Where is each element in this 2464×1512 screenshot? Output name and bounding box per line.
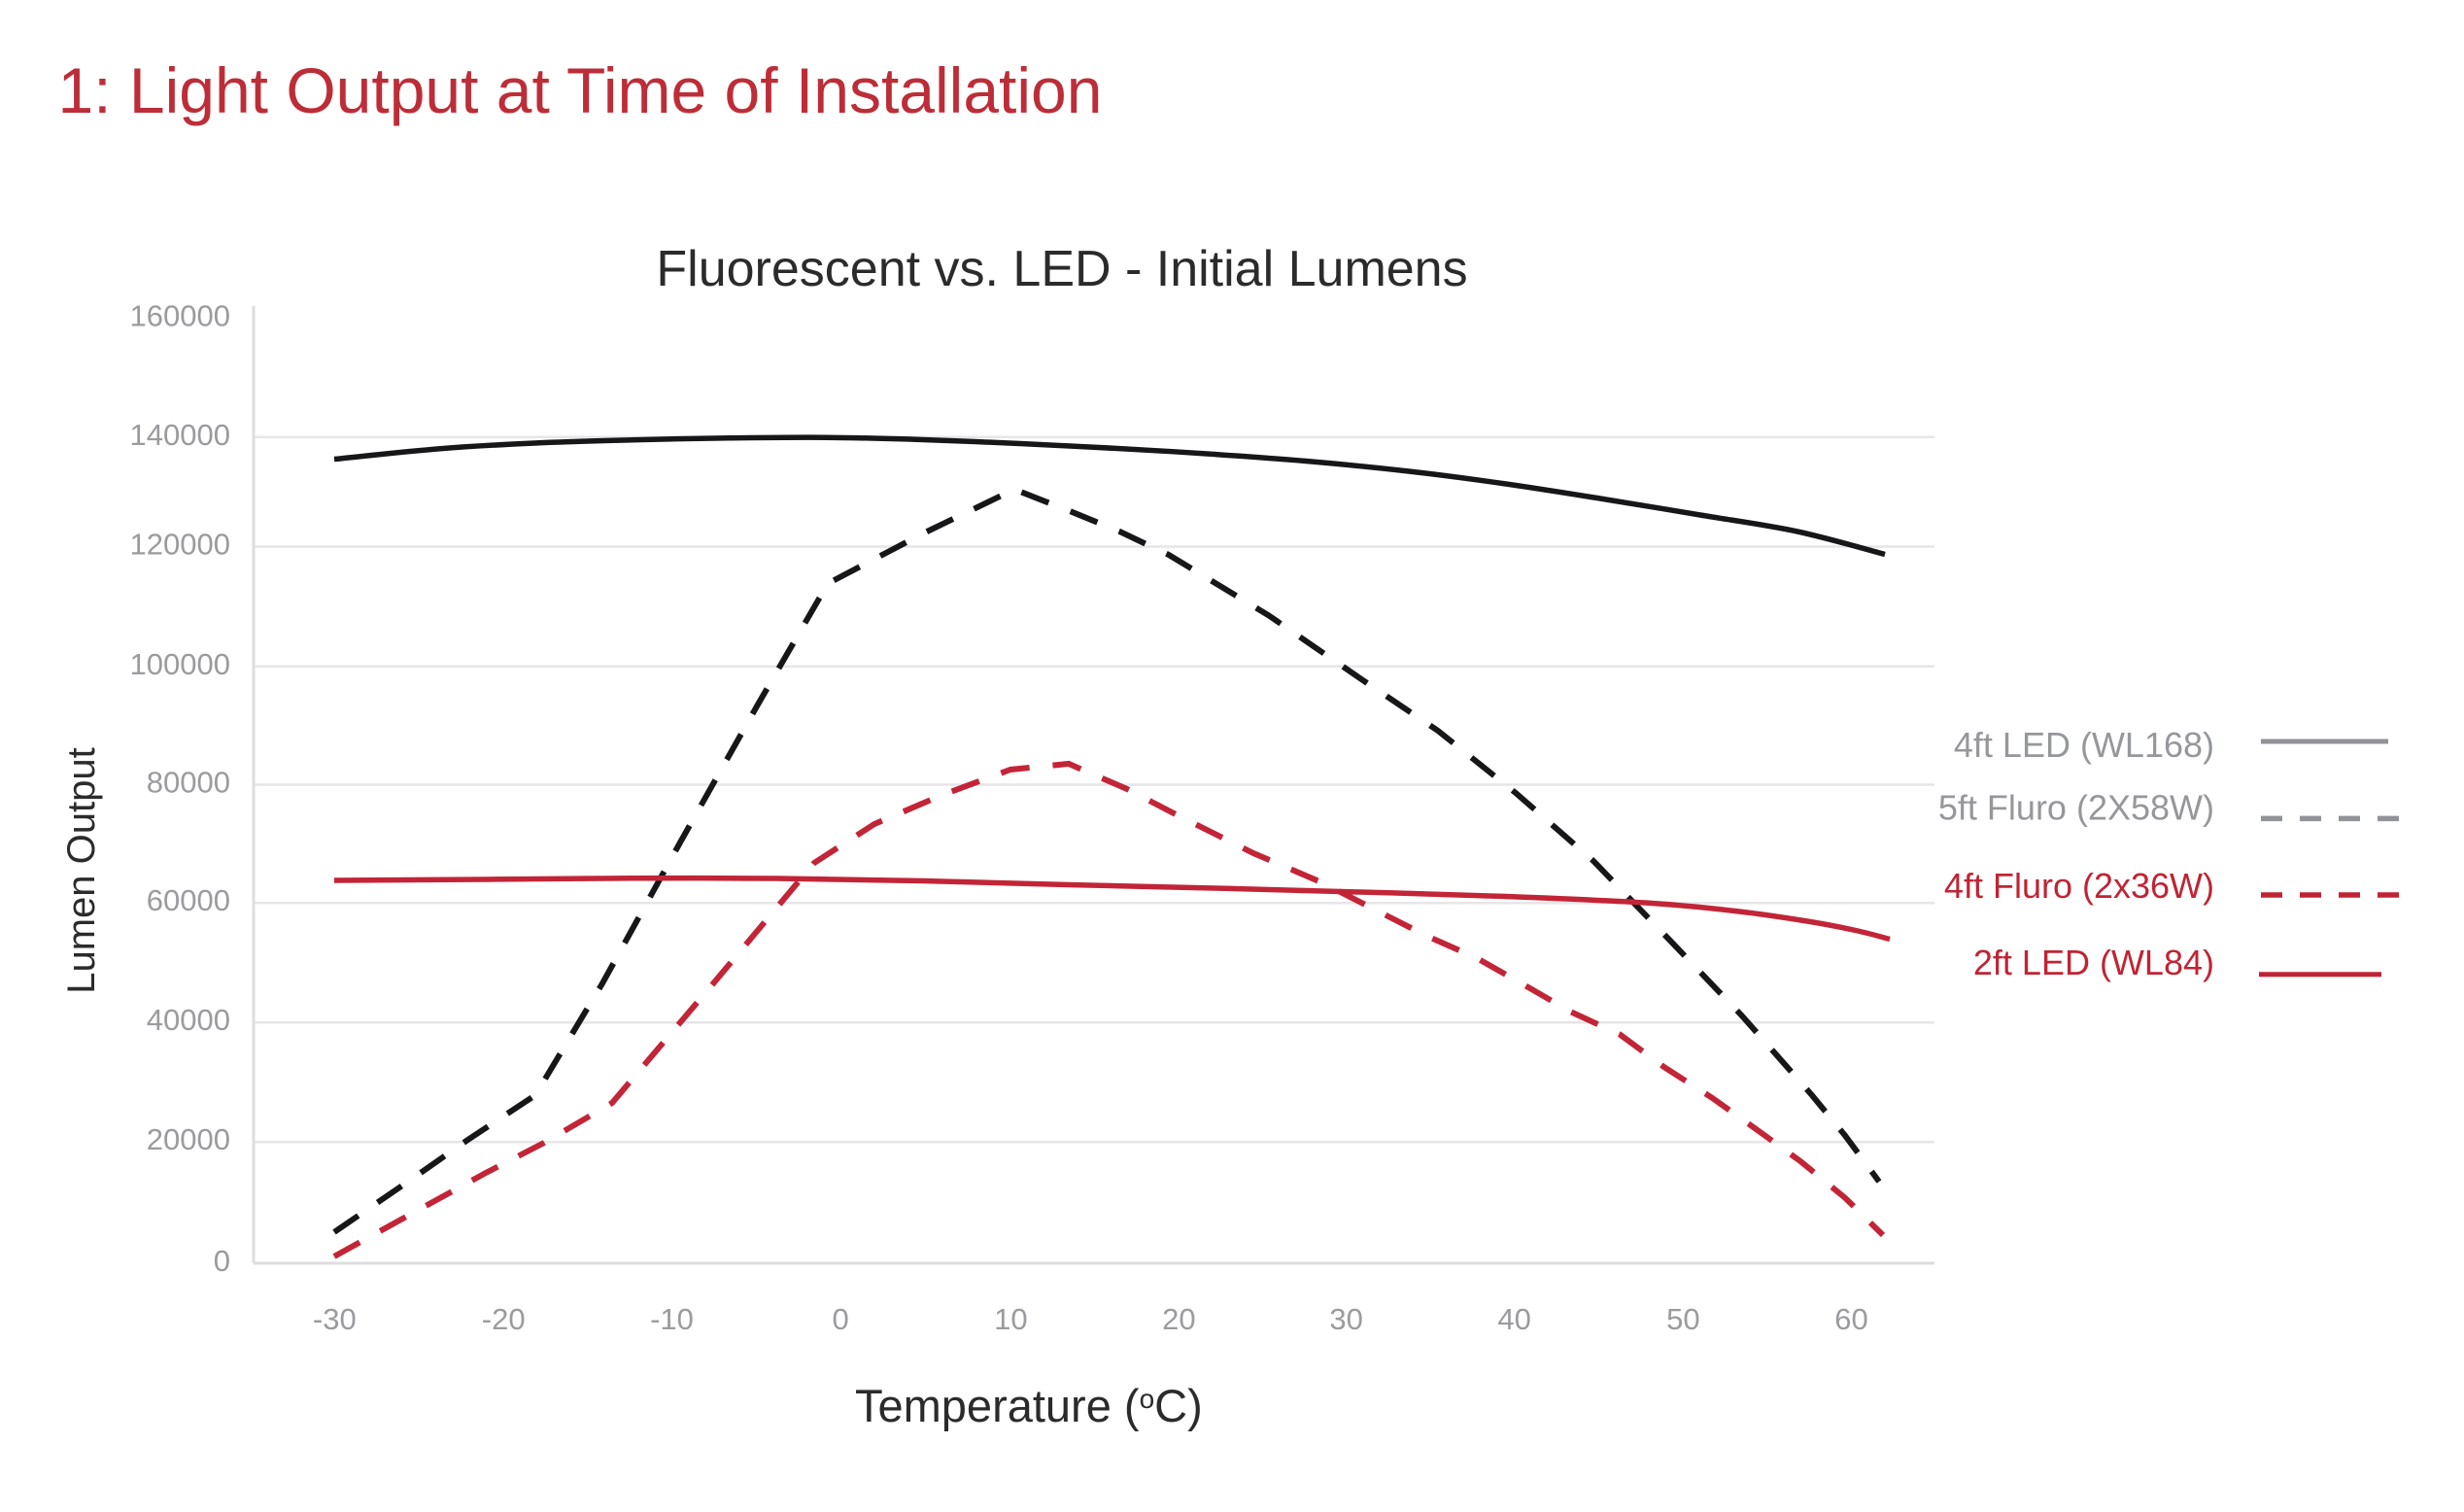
svg-text:20000: 20000 [147, 1122, 230, 1156]
svg-text:4ft Fluro (2x36W): 4ft Fluro (2x36W) [1944, 866, 2214, 906]
svg-text:100000: 100000 [130, 647, 230, 681]
svg-text:-30: -30 [313, 1302, 357, 1336]
svg-text:60000: 60000 [147, 883, 230, 917]
svg-text:50: 50 [1666, 1302, 1699, 1336]
svg-text:-10: -10 [650, 1302, 694, 1336]
svg-text:0: 0 [832, 1302, 848, 1336]
svg-text:60: 60 [1834, 1302, 1867, 1336]
svg-text:80000: 80000 [147, 766, 230, 800]
svg-text:0: 0 [214, 1244, 230, 1278]
svg-text:40: 40 [1497, 1302, 1530, 1336]
svg-text:1: Light Output at Time of Ins: 1: Light Output at Time of Installation [58, 54, 1103, 126]
svg-text:Fluorescent vs. LED - Initial: Fluorescent vs. LED - Initial Lumens [656, 241, 1467, 297]
svg-text:40000: 40000 [147, 1003, 230, 1037]
svg-text:4ft LED (WL168): 4ft LED (WL168) [1954, 725, 2214, 765]
svg-text:20: 20 [1162, 1302, 1195, 1336]
svg-text:120000: 120000 [130, 528, 230, 562]
svg-text:Lumen Output: Lumen Output [60, 747, 103, 994]
svg-text:-20: -20 [482, 1302, 526, 1336]
svg-text:160000: 160000 [130, 299, 230, 333]
svg-text:5ft Fluro (2X58W): 5ft Fluro (2X58W) [1938, 788, 2214, 828]
svg-text:140000: 140000 [130, 418, 230, 452]
svg-text:2ft LED (WL84): 2ft LED (WL84) [1973, 943, 2214, 982]
svg-text:30: 30 [1329, 1302, 1362, 1336]
svg-text:10: 10 [994, 1302, 1027, 1336]
